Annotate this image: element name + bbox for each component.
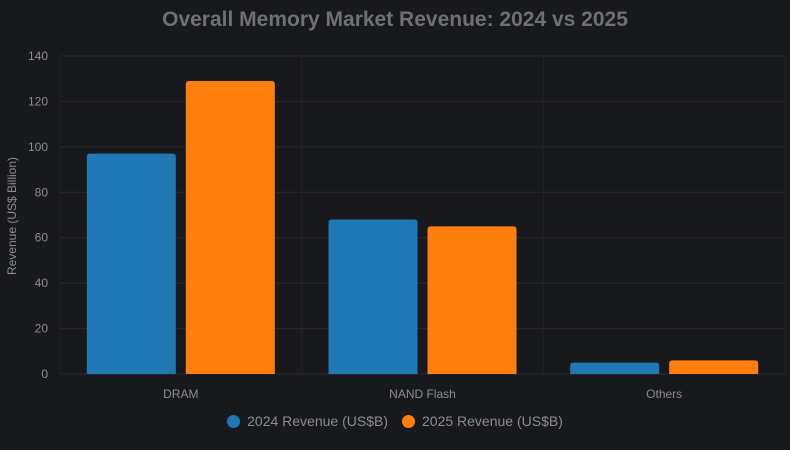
- y-tick-label: 80: [35, 185, 49, 199]
- bar-nand-flash-2025[interactable]: [427, 226, 517, 374]
- grid-lines: [59, 55, 786, 375]
- axes: 0 20 40 60 80 100 120 140 DRAM NAND Flash Others: [28, 49, 682, 401]
- legend-swatch-2025: [402, 414, 415, 428]
- legend-swatch-2024: [227, 414, 241, 428]
- legend-item-2024[interactable]: 2024 Revenue (US$B): [227, 413, 388, 429]
- bar-others-2024[interactable]: [570, 362, 660, 374]
- legend-label-2024: 2024 Revenue (US$B): [247, 413, 388, 429]
- bars: [86, 80, 759, 374]
- bar-chart: 0 20 40 60 80 100 120 140 DRAM NAND Flash Others R…: [5, 49, 786, 401]
- x-tick-label: DRAM: [163, 387, 198, 401]
- y-axis-label: Revenue (US$ Billion): [5, 157, 19, 275]
- y-tick-label: 100: [28, 140, 48, 154]
- chart-title: Overall Memory Market Revenue: 2024 vs 2…: [162, 8, 628, 31]
- x-tick-label: Others: [646, 387, 682, 401]
- y-tick-label: 120: [28, 94, 48, 108]
- legend-label-2025: 2025 Revenue (US$B): [422, 413, 563, 429]
- chart-legend: 2024 Revenue (US$B) 2025 Revenue (US$B): [0, 413, 790, 429]
- bar-dram-2024[interactable]: [86, 153, 176, 374]
- y-tick-label: 60: [35, 231, 49, 245]
- bar-nand-flash-2024[interactable]: [328, 219, 418, 374]
- y-tick-label: 0: [41, 367, 48, 381]
- y-tick-label: 140: [28, 49, 48, 63]
- y-tick-label: 40: [35, 276, 49, 290]
- bar-others-2025[interactable]: [669, 360, 759, 374]
- y-tick-label: 20: [35, 322, 49, 336]
- legend-item-2025[interactable]: 2025 Revenue (US$B): [402, 413, 563, 429]
- x-tick-label: NAND Flash: [389, 387, 456, 401]
- bar-dram-2025[interactable]: [185, 80, 275, 374]
